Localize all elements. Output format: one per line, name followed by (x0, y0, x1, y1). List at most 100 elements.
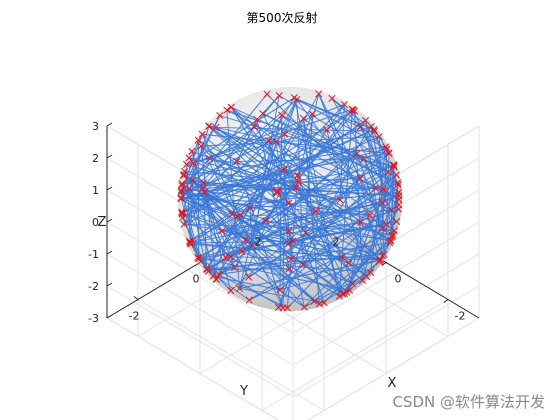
reflection-segment (206, 269, 250, 301)
reflection-point-marker (185, 154, 193, 162)
z-tick-mark (106, 218, 113, 223)
reflection-segment (279, 259, 381, 291)
reflection-point-marker (227, 286, 235, 295)
reflection-segment (305, 148, 388, 233)
z-tick-mark (106, 282, 113, 287)
reflection-point-marker (390, 227, 398, 235)
reflection-point-marker (177, 188, 185, 196)
reflection-segment (298, 182, 381, 261)
reflection-segment (193, 103, 345, 164)
reflection-point-marker (387, 237, 395, 245)
z-tick-label: 3 (92, 120, 99, 133)
reflection-point-marker (300, 303, 308, 311)
reflection-point-marker (295, 178, 303, 186)
z-tick-label: 1 (92, 184, 99, 197)
reflection-segment (180, 198, 200, 259)
source-marker (272, 187, 282, 197)
reflection-segment (197, 152, 390, 258)
reflection-point-marker (238, 248, 246, 256)
reflection-point-marker (248, 241, 256, 250)
reflection-point-marker (335, 292, 343, 300)
reflection-point-marker (348, 280, 357, 288)
reflection-paths (180, 93, 400, 309)
reflection-point-marker (366, 268, 375, 276)
y-tick-mark (133, 296, 139, 300)
z-tick-label: -1 (88, 248, 99, 261)
reflection-point-marker (203, 265, 211, 274)
reflection-point-marker (366, 211, 374, 220)
reflection-segment (180, 165, 394, 200)
reflection-point-marker (198, 130, 206, 138)
reflection-point-marker (212, 123, 220, 131)
reflection-point-marker (383, 145, 391, 153)
reflection-point-marker (259, 109, 267, 118)
reflection-point-marker (376, 256, 385, 264)
box-edge (106, 317, 279, 420)
reflection-point-marker (353, 150, 361, 158)
reflection-point-marker (338, 253, 346, 261)
reflection-point-marker (356, 123, 364, 131)
reflection-point-marker (245, 296, 253, 304)
reflection-point-marker (360, 155, 368, 163)
reflection-point-marker (388, 233, 396, 241)
reflection-point-marker (395, 195, 403, 203)
reflection-point-marker (384, 168, 392, 176)
reflection-point-marker (230, 263, 238, 272)
reflection-point-marker (340, 100, 348, 109)
reflection-segment (190, 243, 381, 261)
reflection-point-marker (178, 179, 186, 188)
reflection-segment (239, 259, 381, 290)
reflection-point-marker (215, 270, 223, 278)
reflection-point-marker (241, 236, 249, 244)
reflection-segment (202, 188, 253, 246)
reflection-segment (248, 188, 384, 278)
reflection-point-marker (348, 105, 356, 113)
z-tick-label: 2 (92, 152, 99, 165)
y-tick-label: -2 (129, 310, 140, 323)
reflection-markers (177, 90, 403, 312)
reflection-point-marker (223, 106, 231, 114)
reflection-point-marker (310, 297, 318, 305)
reflection-point-marker (287, 255, 295, 263)
reflection-point-marker (323, 126, 331, 134)
reflection-segment (292, 221, 397, 242)
reflection-point-marker (346, 286, 354, 294)
z-tick-mark (106, 154, 113, 159)
reflection-point-marker (201, 188, 209, 197)
reflection-segment (296, 99, 387, 225)
reflection-point-marker (358, 276, 367, 284)
z-tick-label: 0 (92, 216, 99, 229)
reflection-segment (181, 141, 277, 215)
reflection-point-marker (308, 110, 316, 118)
reflection-point-marker (385, 149, 393, 157)
reflection-point-marker (197, 142, 205, 150)
reflection-point-marker (272, 137, 280, 146)
reflection-point-marker (284, 240, 292, 248)
reflection-segment (230, 106, 297, 189)
reflection-point-marker (315, 300, 323, 308)
reflection-point-marker (394, 179, 402, 187)
reflection-point-marker (235, 284, 243, 293)
reflection-point-marker (189, 176, 197, 184)
reflection-point-marker (361, 116, 370, 124)
reflection-segment (290, 171, 389, 260)
reflection-point-marker (299, 260, 307, 268)
reflection-point-marker (285, 227, 293, 235)
watermark: CSDN @软件算法开发 (392, 393, 545, 411)
reflection-point-marker (253, 115, 261, 123)
reflection-segment (238, 113, 313, 289)
reflection-point-marker (183, 160, 191, 169)
tick-labels: -3 -2 -1 0 1 2 3 -2 0 2 -2 0 2 (88, 120, 465, 325)
reflection-segment (181, 125, 372, 193)
reflection-segment (365, 120, 384, 190)
reflection-point-marker (186, 238, 194, 247)
reflection-point-marker (180, 171, 188, 180)
reflection-point-marker (274, 303, 283, 311)
x-tick-mark (381, 262, 387, 266)
reflection-point-marker (178, 181, 186, 189)
x-tick-mark (443, 299, 449, 303)
reflection-point-marker (209, 272, 217, 280)
reflection-point-marker (178, 209, 186, 217)
reflection-segment (230, 106, 395, 231)
